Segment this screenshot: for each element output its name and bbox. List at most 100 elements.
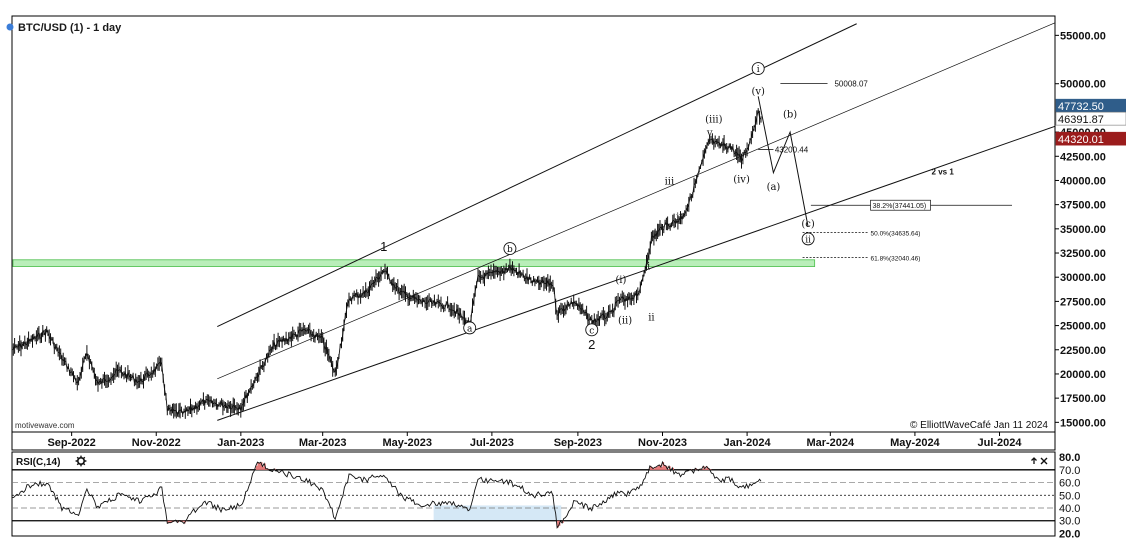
rsi-panel-frame <box>11 451 1056 537</box>
price-axis-tick-label: 42500.00 <box>1060 151 1106 163</box>
rsi-axis-tick-label: 40.0 <box>1059 503 1080 515</box>
symbol-dot-icon <box>6 23 14 31</box>
projection-layer: 50008.07 43200.44 <box>757 80 868 227</box>
price-axis-tick-label: 40000.00 <box>1060 175 1106 187</box>
price-badge <box>1055 111 1126 126</box>
rsi-overbought-fill <box>255 462 712 470</box>
fib-label: 38.2%(37441.05) <box>873 203 927 210</box>
wave-label: c <box>589 326 594 336</box>
time-axis-tick-label: Nov-2022 <box>132 437 181 449</box>
wave-label: i <box>757 65 760 75</box>
wave-label: (b) <box>783 110 797 121</box>
price-axis-tick-label: 37500.00 <box>1060 200 1106 212</box>
time-axis-tick-label: Jul-2024 <box>978 437 1023 449</box>
wave-label: (i) <box>615 275 626 286</box>
price-panel-frame <box>11 15 1056 433</box>
price-axis-tick-label: 55000.00 <box>1060 30 1106 42</box>
wave-label: (a) <box>767 182 781 193</box>
rsi-axis-tick-label: 70.0 <box>1059 465 1080 477</box>
rsi-line <box>11 460 762 529</box>
price-badge <box>1055 131 1126 146</box>
price-axis-tick-label: 25000.00 <box>1060 321 1106 333</box>
wave-label: 2 <box>588 337 595 352</box>
rsi-layer: 20.030.040.050.060.070.080.0 <box>11 452 1080 540</box>
time-axis-tick-label: Jan-2024 <box>724 437 772 449</box>
price-axis-tick-label: 22500.00 <box>1060 345 1106 357</box>
price-axis-tick-label: 35000.00 <box>1060 224 1106 236</box>
time-axis-tick-label: Sep-2023 <box>554 437 602 449</box>
price-line <box>11 110 762 416</box>
rsi-oversold-fill <box>167 520 564 528</box>
wave-label: (v) <box>751 86 765 97</box>
support-zone <box>12 259 816 267</box>
time-axis-tick-label: Jan-2023 <box>217 437 264 449</box>
wave-label-circle <box>751 62 765 76</box>
price-axis-tick-label: 32500.00 <box>1060 248 1106 260</box>
time-axis-tick-label: May-2024 <box>890 437 940 449</box>
price-axis-tick-label: 50000.00 <box>1060 79 1106 91</box>
wave-label-circle <box>463 321 477 335</box>
wave-label: (iii) <box>705 114 722 125</box>
price-badge-label: 44320.01 <box>1058 134 1104 146</box>
price-axis-tick-label: 15000.00 <box>1060 417 1106 429</box>
wave-label: iii <box>665 176 675 187</box>
wave-label-circle <box>585 323 599 337</box>
time-axis-tick-label: Nov-2023 <box>638 437 687 449</box>
wave-label: ii <box>805 235 811 245</box>
wave-label: b <box>507 245 513 255</box>
rsi-axis-tick-label: 50.0 <box>1059 490 1080 502</box>
time-axis-tick-label: May-2023 <box>383 437 433 449</box>
support-zone-layer <box>12 259 816 267</box>
price-badge-label: 47732.50 <box>1058 101 1104 113</box>
fib-label: 61.8%(32040.46) <box>871 255 921 262</box>
fib-label: 50.0%(34635.64) <box>871 230 921 237</box>
wave-label-circle <box>503 242 517 256</box>
time-axis-tick-label: Mar-2023 <box>299 437 347 449</box>
wave-label: (iv) <box>733 174 750 185</box>
symbol-title: BTC/USD (1) - 1 day <box>18 22 122 34</box>
channel-line-middle <box>217 22 1056 380</box>
price-axis-tick-label: 17500.00 <box>1060 393 1106 405</box>
wave-label: a <box>467 324 473 334</box>
watermark-left: motivewave.com <box>15 421 75 430</box>
projection-path <box>757 96 809 227</box>
channel-line-upper <box>217 23 857 328</box>
rsi-axis-tick-label: 80.0 <box>1059 452 1080 464</box>
price-axis-tick-label: 27500.00 <box>1060 296 1106 308</box>
wave-label: v <box>706 128 713 139</box>
fib-title: 2 vs 1 <box>932 168 955 177</box>
time-axis-frame <box>11 431 1056 451</box>
channel-lines-layer <box>217 22 1056 421</box>
wave-label: (c) <box>801 219 815 230</box>
time-axis-tick-label: Mar-2024 <box>806 437 855 449</box>
watermark-right: © ElliottWaveCafé Jan 11 2024 <box>910 420 1048 431</box>
b-level-label: 43200.44 <box>775 146 809 155</box>
wave-labels-layer: 12abc(i)(ii)iiiiiiiv(iii)v(iv)(v)i(a)(b)… <box>380 62 815 352</box>
settings-gear-icon[interactable] <box>75 455 87 467</box>
fib-layer: 2 vs 1 38.2%(37441.05) 50.0%(34635.64) 61.8… <box>802 168 1013 262</box>
price-axis-tick-label: 20000.00 <box>1060 369 1106 381</box>
price-axis-layer: 15000.00 17500.00 20000.00 22500.00 25000.00… <box>1054 16 1106 432</box>
wave-label: iv <box>676 212 685 223</box>
price-badge-label: 46391.87 <box>1058 114 1104 126</box>
wave-label: i <box>647 261 650 272</box>
time-axis-tick-label: Jul-2023 <box>470 437 514 449</box>
maximize-panel-icon[interactable] <box>1031 457 1037 464</box>
target-high-label: 50008.07 <box>834 80 868 89</box>
wave-label: ii <box>648 313 654 324</box>
time-axis-tick-label: Sep-2022 <box>47 437 95 449</box>
channel-line-lower <box>217 125 1056 421</box>
rsi-axis-tick-label: 20.0 <box>1059 528 1080 540</box>
price-axis-tick-label: 30000.00 <box>1060 272 1106 284</box>
wave-label: 1 <box>380 239 387 254</box>
rsi-title: RSI(C,14) <box>16 457 60 468</box>
wave-label: (ii) <box>618 316 632 327</box>
wave-label-circle <box>801 232 815 246</box>
close-panel-icon[interactable] <box>1040 457 1048 465</box>
rsi-axis-tick-label: 60.0 <box>1059 478 1080 490</box>
rsi-axis-tick-label: 30.0 <box>1059 516 1080 528</box>
price-series-layer <box>11 108 762 419</box>
